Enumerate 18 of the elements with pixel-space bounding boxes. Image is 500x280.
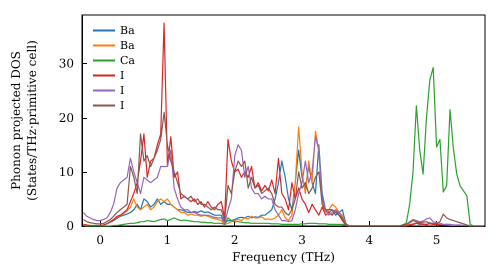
legend-label: I [120,69,124,82]
x-tick-label: 2 [230,233,239,247]
y-tick-label: 10 [58,164,74,179]
y-tick-label: 20 [58,110,74,125]
y-axis-title: Phonon projected DOS (States/THz·primitive cell) [9,40,39,201]
x-tick-label: 1 [164,233,172,247]
legend-label: I [120,84,124,97]
x-tick-label: 5 [432,233,440,247]
legend-label: Ba [120,24,136,37]
legend-label: Ca [120,54,136,67]
x-tick-label: 3 [298,233,306,247]
x-axis-title: Frequency (THz) [232,250,335,264]
y-tick-label: 30 [58,56,74,71]
legend-label: Ba [120,39,136,52]
x-tick-label: 0 [96,233,104,247]
y-tick-label: 0 [66,219,74,233]
x-tick-label: 4 [365,233,374,247]
legend-label: I [120,99,124,112]
